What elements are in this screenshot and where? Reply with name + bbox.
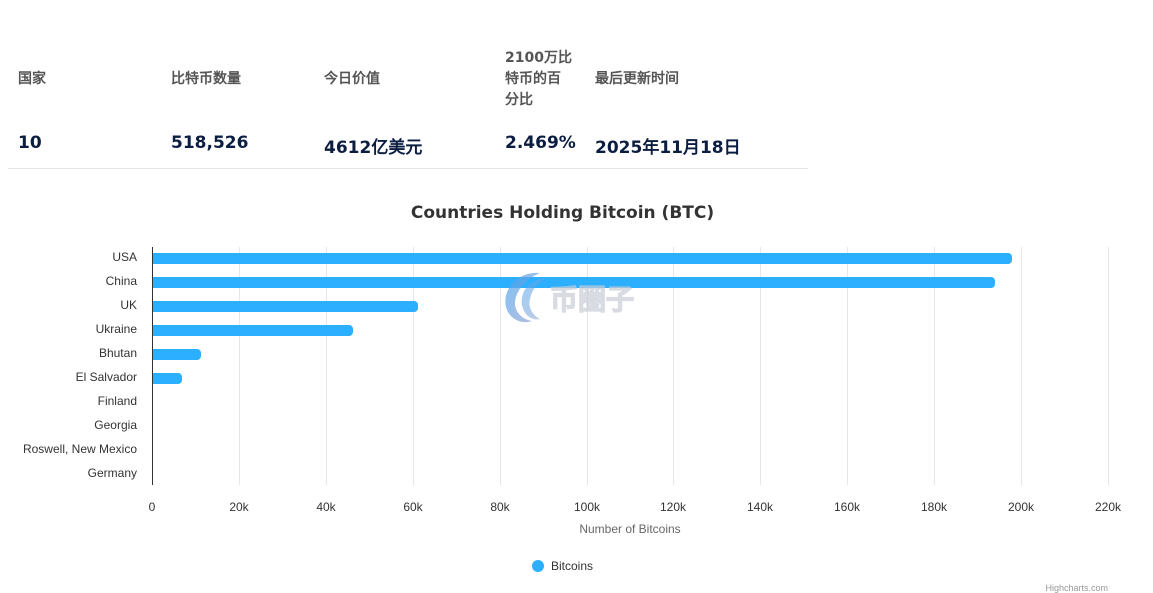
category-label: China — [105, 274, 137, 288]
x-tick-label: 140k — [746, 500, 774, 514]
bar-uk[interactable] — [152, 300, 419, 312]
x-tick-label: 40k — [316, 500, 336, 514]
grid-line — [934, 247, 935, 485]
bar-bhutan[interactable] — [152, 348, 202, 360]
header-last-updated: 最后更新时间 — [595, 71, 679, 87]
x-axis-title: Number of Bitcoins — [579, 522, 681, 536]
grid-line — [239, 247, 240, 485]
bar-el-salvador[interactable] — [152, 372, 183, 384]
value-today: 4612亿美元 — [324, 138, 423, 158]
value-last-updated: 2025年11月18日 — [595, 138, 741, 158]
x-tick-label: 200k — [1007, 500, 1035, 514]
category-label: USA — [112, 250, 137, 264]
bar-usa[interactable] — [152, 252, 1013, 264]
x-tick-label: 220k — [1094, 500, 1122, 514]
y-axis-line — [152, 247, 153, 485]
header-value-today: 今日价值 — [324, 71, 380, 87]
grid-line — [326, 247, 327, 485]
category-label: El Salvador — [75, 370, 137, 384]
header-percent-line: 分比 — [505, 92, 533, 108]
grid-line — [847, 247, 848, 485]
watermark-logo-icon: 币圈子 — [505, 272, 635, 323]
legend-dot-icon — [532, 560, 544, 572]
header-percent-line: 2100万比 — [505, 50, 572, 66]
value-country-count: 10 — [18, 133, 42, 153]
header-percent-line: 特币的百 — [505, 71, 561, 87]
header-country: 国家 — [18, 71, 46, 87]
value-btc-count: 518,526 — [171, 133, 249, 153]
bar-china[interactable] — [152, 276, 996, 288]
category-label: Ukraine — [95, 322, 137, 336]
grid-line — [500, 247, 501, 485]
x-tick-label: 20k — [229, 500, 249, 514]
x-tick-label: 120k — [659, 500, 687, 514]
legend-label: Bitcoins — [551, 559, 594, 573]
x-tick-label: 80k — [490, 500, 510, 514]
grid-line — [673, 247, 674, 485]
header-percent-21m: 2100万比 特币的百 分比 — [505, 48, 572, 111]
legend-item-bitcoins[interactable]: Bitcoins — [532, 559, 593, 573]
grid-line — [413, 247, 414, 485]
category-label: Georgia — [94, 418, 137, 432]
plot-area — [152, 247, 1109, 485]
category-label: Germany — [87, 466, 137, 480]
category-label: UK — [120, 298, 137, 312]
grid-line — [1021, 247, 1022, 485]
bar-ukraine[interactable] — [152, 324, 354, 336]
category-label: Bhutan — [98, 346, 137, 360]
grid-line — [760, 247, 761, 485]
chart-title: Countries Holding Bitcoin (BTC) — [410, 203, 715, 223]
category-label: Roswell, New Mexico — [22, 442, 137, 456]
stats-table: 国家 比特币数量 今日价值 2100万比 特币的百 分比 最后更新时间 10 5… — [8, 40, 808, 169]
value-percent: 2.469% — [505, 133, 576, 153]
x-tick-label: 60k — [403, 500, 423, 514]
grid-line — [587, 247, 588, 485]
x-tick-label: 160k — [833, 500, 861, 514]
header-btc-count: 比特币数量 — [171, 71, 241, 87]
x-tick-label: 0 — [148, 500, 156, 514]
x-tick-label: 100k — [573, 500, 601, 514]
x-tick-label: 180k — [920, 500, 948, 514]
svg-text:币圈子: 币圈子 — [550, 283, 634, 316]
category-label: Finland — [97, 394, 137, 408]
grid-line — [1108, 247, 1109, 485]
credits-link[interactable]: Highcharts.com — [1045, 583, 1108, 593]
